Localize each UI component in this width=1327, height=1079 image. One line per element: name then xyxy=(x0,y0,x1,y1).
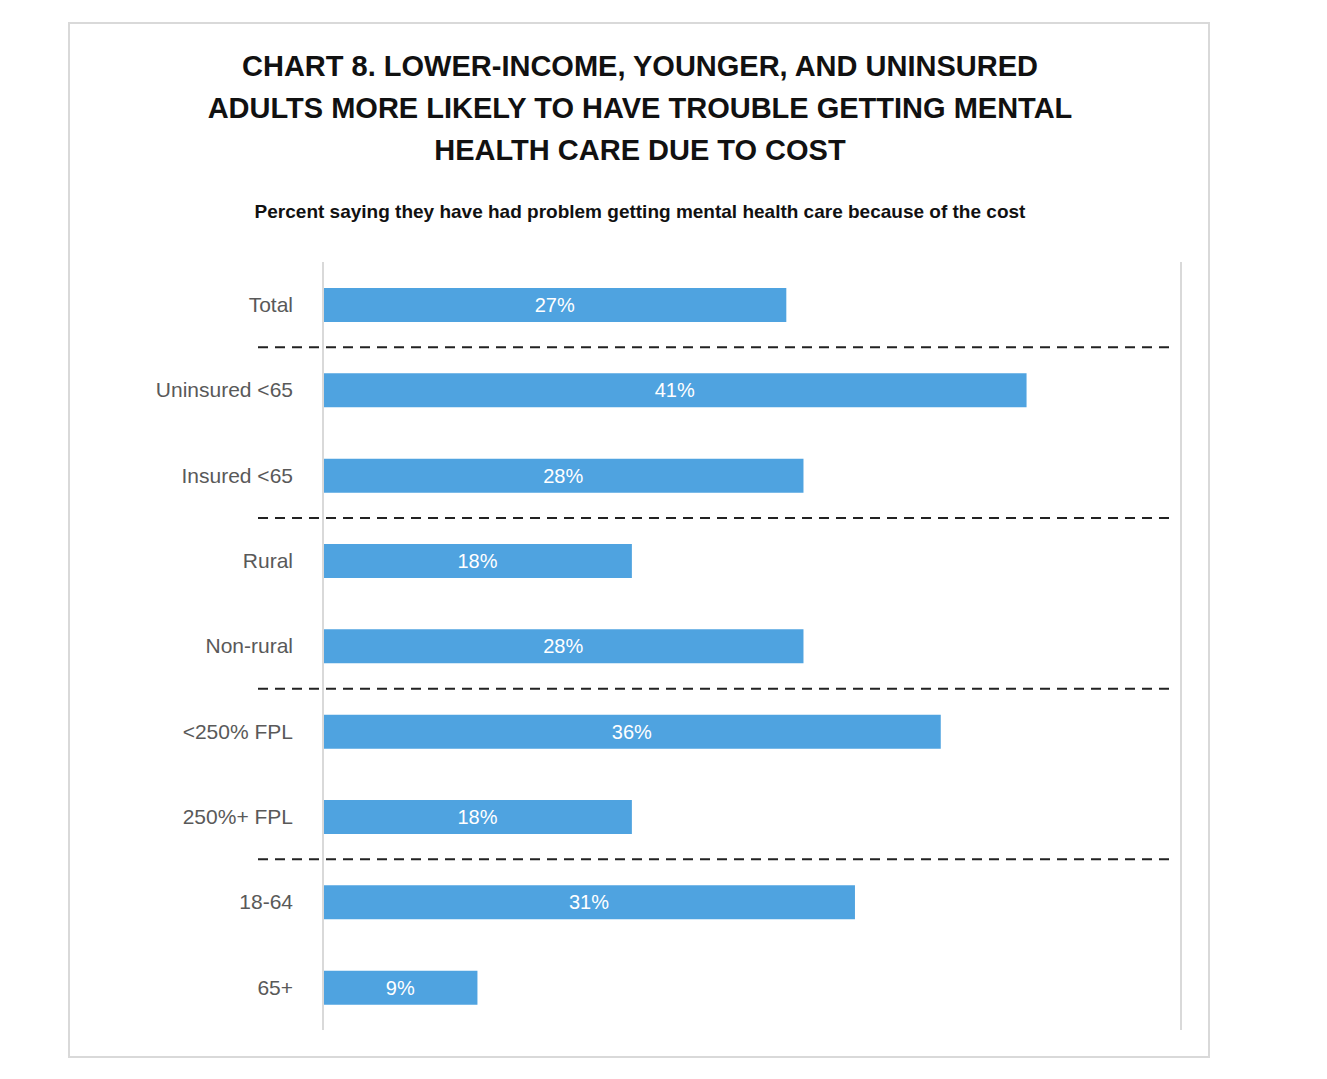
svg-text:28%: 28% xyxy=(543,635,583,657)
html-text:CHART 8. LOWER-INCOME, YOUNGER: CHART 8. LOWER-INCOME, YOUNGER, AND UNIN… xyxy=(207,50,1073,166)
svg-text:Non-rural: Non-rural xyxy=(205,634,293,657)
svg-text:31%: 31% xyxy=(569,891,609,913)
svg-text:65+: 65+ xyxy=(257,976,293,999)
svg-text:18%: 18% xyxy=(457,550,497,572)
svg-text:41%: 41% xyxy=(655,379,695,401)
svg-text:36%: 36% xyxy=(612,721,652,743)
svg-text:9%: 9% xyxy=(386,977,415,999)
svg-text:18%: 18% xyxy=(457,806,497,828)
svg-text:18-64: 18-64 xyxy=(239,890,293,913)
svg-text:250%+ FPL: 250%+ FPL xyxy=(183,805,293,828)
html-text:Percent saying they have had p: Percent saying they have had problem get… xyxy=(254,201,1026,222)
svg-text:27%: 27% xyxy=(535,294,575,316)
svg-text:Insured <65: Insured <65 xyxy=(181,464,293,487)
svg-text:Uninsured <65: Uninsured <65 xyxy=(156,378,293,401)
svg-text:<250% FPL: <250% FPL xyxy=(183,720,293,743)
svg-text:28%: 28% xyxy=(543,465,583,487)
svg-text:Rural: Rural xyxy=(243,549,293,572)
svg-text:Total: Total xyxy=(249,293,293,316)
